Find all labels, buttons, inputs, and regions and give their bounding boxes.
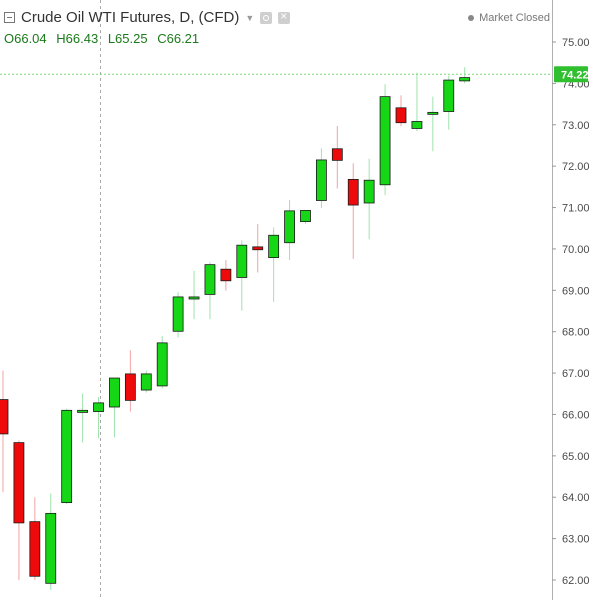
candle-body <box>172 296 184 332</box>
candle-body <box>220 268 232 282</box>
status-dot-icon <box>468 15 475 21</box>
y-tick-label: 70.00 <box>562 244 590 256</box>
y-tick-label: 62.00 <box>562 575 590 587</box>
candle-body <box>236 244 248 278</box>
candle-body <box>124 373 136 401</box>
y-tick-label: 69.00 <box>562 285 590 297</box>
candle-body <box>109 377 120 408</box>
candle-body <box>300 210 311 223</box>
candle <box>379 84 391 196</box>
candle-body <box>204 264 216 295</box>
candle <box>77 393 88 443</box>
candle <box>459 67 471 84</box>
candle-body <box>459 77 471 82</box>
candle-body <box>45 512 57 584</box>
ohlc-low: L65.25 <box>107 31 148 46</box>
candle <box>172 292 184 338</box>
candle-body <box>188 296 200 300</box>
y-tick-label: 63.00 <box>562 534 590 546</box>
candle <box>45 493 57 590</box>
candle <box>140 370 152 393</box>
candle <box>395 95 407 127</box>
candle-body <box>395 107 407 124</box>
candle <box>61 408 73 505</box>
candle <box>300 210 311 225</box>
candle-body <box>363 179 375 204</box>
candle <box>363 158 375 240</box>
candle <box>156 335 168 389</box>
candle-body <box>156 342 168 387</box>
candle-body <box>93 402 104 412</box>
eye-icon[interactable] <box>260 11 273 24</box>
candle-body <box>0 399 9 435</box>
y-tick-label: 72.00 <box>562 161 590 173</box>
candle <box>411 72 423 131</box>
candle <box>188 270 200 320</box>
ohlc-close: C66.21 <box>157 31 200 46</box>
candle-body <box>411 121 423 129</box>
candle <box>427 96 439 152</box>
candle-body <box>284 210 295 244</box>
candle <box>236 240 248 311</box>
instrument-title[interactable]: Crude Oil WTI Futures, D, (CFD) <box>21 9 240 26</box>
candle <box>268 227 280 302</box>
candle <box>93 397 104 439</box>
close-icon[interactable] <box>278 9 291 24</box>
candle-body <box>331 148 343 161</box>
candle-body <box>61 409 73 504</box>
market-status: Market Closed <box>468 12 550 24</box>
candle <box>13 440 25 580</box>
candle <box>124 350 136 412</box>
y-tick-label: 65.00 <box>562 451 590 463</box>
last-price-label: 74.22 <box>561 69 589 81</box>
y-tick-label: 71.00 <box>562 203 590 215</box>
candle-body <box>268 234 280 259</box>
ohlc-readout: O66.04 H66.43 L65.25 C66.21 <box>4 31 205 46</box>
candle <box>443 75 455 130</box>
chart-legend: Crude Oil WTI Futures, D, (CFD) ▼ <box>4 9 291 26</box>
chevron-down-icon[interactable]: ▼ <box>245 12 255 23</box>
candle <box>284 200 295 261</box>
candle-body <box>443 79 455 112</box>
market-status-text: Market Closed <box>479 12 550 24</box>
candle <box>0 370 9 493</box>
candle <box>220 260 232 291</box>
candle <box>204 262 216 320</box>
candle-body <box>347 178 359 206</box>
candle-body <box>13 442 25 524</box>
ohlc-open: O66.04 <box>4 31 47 46</box>
candle <box>315 148 327 208</box>
candle-body <box>77 409 88 413</box>
candle <box>252 224 264 273</box>
y-tick-label: 66.00 <box>562 409 590 421</box>
candle-body <box>315 159 327 201</box>
candle-body <box>252 246 264 251</box>
candle <box>331 126 343 189</box>
y-tick-label: 64.00 <box>562 492 590 504</box>
ohlc-high: H66.43 <box>56 31 99 46</box>
candle <box>29 497 41 580</box>
candle-body <box>427 111 439 115</box>
last-price-tag <box>554 66 588 83</box>
candle-body <box>29 521 41 577</box>
candle-body <box>140 373 152 391</box>
y-tick-label: 67.00 <box>562 368 590 380</box>
candle-body <box>379 96 391 186</box>
y-tick-label: 73.00 <box>562 120 590 132</box>
candle <box>347 163 359 259</box>
candle <box>109 377 120 438</box>
y-tick-label: 68.00 <box>562 327 590 339</box>
y-tick-label: 75.00 <box>562 37 590 49</box>
collapse-icon[interactable] <box>4 12 15 23</box>
